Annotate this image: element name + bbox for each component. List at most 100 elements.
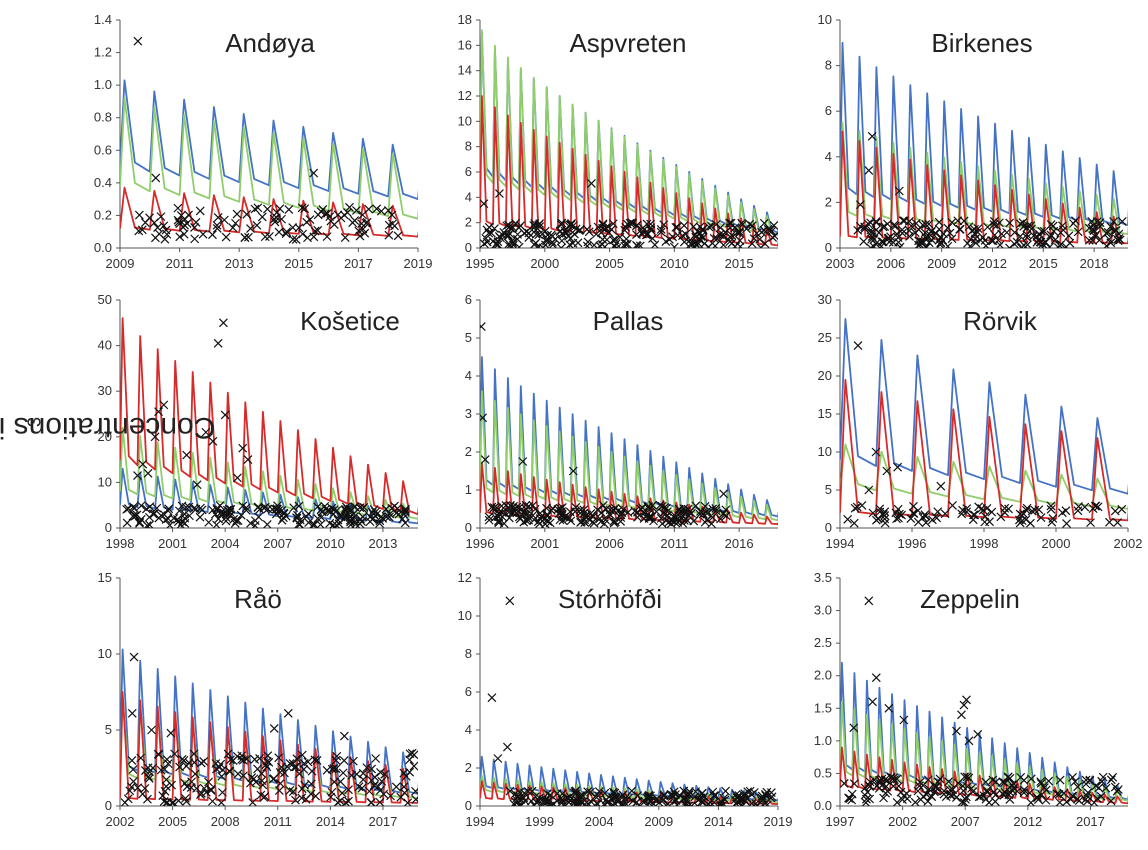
y-tick-label: 50 bbox=[98, 292, 112, 307]
observation-point bbox=[312, 756, 322, 765]
observation-point bbox=[213, 213, 223, 222]
observation-point bbox=[190, 234, 200, 244]
y-tick-label: 10 bbox=[818, 12, 832, 27]
observation-point bbox=[339, 756, 349, 765]
observation-point bbox=[300, 780, 310, 790]
observation-point bbox=[691, 501, 701, 511]
observation-point bbox=[372, 204, 382, 214]
observation-point bbox=[910, 797, 920, 806]
observation-point bbox=[535, 508, 545, 518]
observation-point bbox=[269, 214, 279, 224]
observation-point bbox=[962, 507, 972, 517]
y-tick-label: 20 bbox=[98, 429, 112, 444]
observation-point bbox=[735, 242, 745, 248]
y-tick-label: 1.0 bbox=[94, 77, 112, 92]
observation-point bbox=[871, 239, 881, 248]
observation-point bbox=[860, 222, 870, 232]
observation-point bbox=[348, 756, 358, 766]
observation-point bbox=[1112, 786, 1122, 796]
observation-point bbox=[608, 787, 618, 797]
observation-point bbox=[747, 239, 757, 248]
observation-point bbox=[617, 799, 626, 806]
observation-point bbox=[914, 225, 924, 235]
observation-point bbox=[570, 507, 580, 516]
observation-point bbox=[160, 764, 170, 774]
observation-point bbox=[496, 233, 505, 243]
observation-markers bbox=[480, 322, 731, 528]
y-tick-label: 12 bbox=[458, 570, 472, 585]
observation-point bbox=[1037, 790, 1047, 800]
observation-point bbox=[704, 222, 714, 232]
y-tick-label: 15 bbox=[98, 570, 112, 585]
observation-point bbox=[398, 514, 407, 524]
observation-point bbox=[705, 798, 715, 806]
observation-point bbox=[1048, 514, 1058, 523]
observation-point bbox=[304, 518, 314, 527]
observation-point bbox=[575, 795, 585, 805]
panel-6: 0 5 10 15 20 25 30 1994 1996 1998 2000 2002 Rörvik bbox=[818, 292, 1143, 551]
observation-point bbox=[866, 243, 876, 248]
panel-1: 0.0 0.2 0.4 0.6 0.8 1.0 1.2 1.4 2009 2011 2013 2015… bbox=[94, 12, 433, 271]
observation-point bbox=[894, 237, 903, 247]
observation-point bbox=[871, 447, 881, 457]
observation-point bbox=[269, 724, 279, 733]
observation-point bbox=[601, 795, 611, 805]
observation-point bbox=[518, 457, 528, 466]
observation-point bbox=[403, 798, 413, 806]
observation-point bbox=[1089, 798, 1099, 806]
observation-point bbox=[273, 501, 282, 511]
observation-point bbox=[892, 514, 901, 524]
observation-markers bbox=[480, 178, 778, 248]
observation-point bbox=[642, 510, 652, 520]
observation-point bbox=[143, 763, 153, 773]
observation-point bbox=[557, 236, 567, 246]
observation-point bbox=[165, 520, 175, 528]
observation-point bbox=[143, 794, 152, 804]
observation-point bbox=[182, 450, 192, 460]
observation-point bbox=[131, 511, 141, 521]
observation-point bbox=[294, 501, 304, 511]
observation-point bbox=[176, 210, 186, 220]
observation-point bbox=[263, 751, 273, 761]
observation-point bbox=[1046, 504, 1056, 514]
observation-point bbox=[526, 796, 536, 806]
observation-point bbox=[559, 799, 569, 806]
observation-point bbox=[191, 504, 201, 514]
observation-point bbox=[1000, 778, 1009, 787]
observation-point bbox=[233, 769, 243, 779]
series-line-green bbox=[840, 443, 1128, 510]
observation-markers bbox=[487, 596, 777, 806]
observation-point bbox=[700, 501, 710, 511]
observation-point bbox=[747, 790, 757, 799]
observation-point bbox=[747, 221, 757, 231]
observation-point bbox=[145, 520, 155, 528]
y-tick-label: 4 bbox=[465, 189, 472, 204]
observation-point bbox=[897, 228, 907, 238]
y-tick-label: 0.5 bbox=[814, 765, 832, 780]
observation-point bbox=[1049, 226, 1059, 236]
observation-point bbox=[224, 766, 234, 776]
observation-point bbox=[957, 710, 966, 720]
observation-point bbox=[1114, 229, 1124, 239]
observation-point bbox=[645, 504, 655, 514]
x-tick-label: 2019 bbox=[764, 814, 793, 829]
observation-point bbox=[1057, 508, 1067, 518]
observation-point bbox=[893, 462, 903, 472]
panel-title: Zeppelin bbox=[920, 584, 1020, 614]
observation-point bbox=[948, 501, 957, 510]
observation-point bbox=[253, 203, 263, 213]
observation-point bbox=[221, 516, 231, 526]
observation-point bbox=[1019, 785, 1029, 795]
observation-point bbox=[1025, 788, 1035, 798]
y-tick-label: 6 bbox=[825, 103, 832, 118]
observation-point bbox=[527, 786, 537, 796]
y-tick-label: 30 bbox=[98, 383, 112, 398]
observation-point bbox=[620, 239, 630, 248]
plot-area bbox=[120, 648, 418, 806]
observation-point bbox=[716, 223, 725, 233]
observation-point bbox=[331, 764, 341, 774]
observation-point bbox=[316, 520, 325, 528]
observation-point bbox=[855, 200, 865, 210]
observation-point bbox=[1110, 506, 1120, 516]
observation-point bbox=[542, 503, 551, 513]
